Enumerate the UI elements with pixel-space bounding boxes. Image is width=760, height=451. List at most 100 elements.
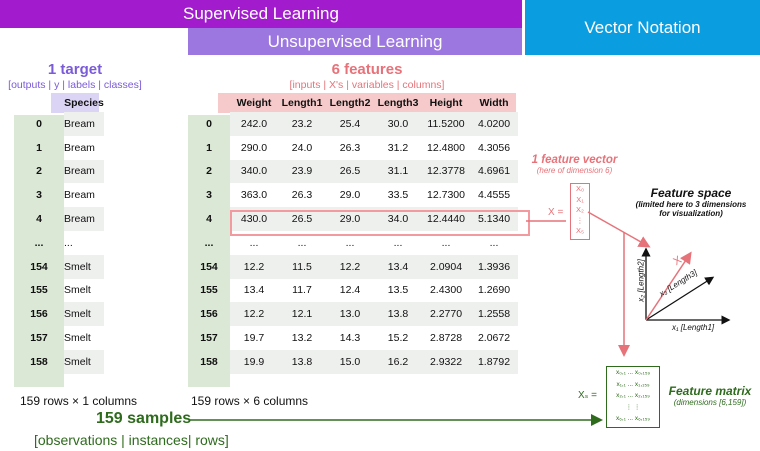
feature-vector-heading: 1 feature vector (here of dimension 6) <box>522 154 627 175</box>
species-cell: Bream <box>64 189 95 202</box>
feature-cell: 30.0 <box>374 112 422 136</box>
target-heading: 1 target [outputs | y | labels | classes… <box>0 61 150 91</box>
feature-column-header: Length2 <box>329 97 371 109</box>
row-index: 154 <box>30 260 48 273</box>
target-row: 4 Bream <box>14 207 104 231</box>
species-cell: Bream <box>64 112 104 136</box>
target-subtitle: [outputs | y | labels | classes] <box>8 79 142 91</box>
row-index: 3 <box>36 189 42 202</box>
feature-cell: 15.2 <box>387 332 409 345</box>
species-column-header: Species <box>64 97 104 109</box>
feature-vector-highlight <box>230 210 530 236</box>
feature-row: 158 19.9 13.8 15.0 16.2 2.9322 1.8792 <box>188 349 518 374</box>
row-index: 1 <box>36 141 42 154</box>
feature-cell: ... <box>297 236 307 249</box>
feature-cell: 23.2 <box>278 112 326 136</box>
target-index-stripe <box>14 115 64 387</box>
feature-space-subtitle-2: for visualization) <box>659 209 723 218</box>
feature-row: 155 13.4 11.7 12.4 13.5 2.4300 1.2690 <box>188 279 518 303</box>
feature-cell: 2.2770 <box>422 302 470 327</box>
row-index: 154 <box>200 260 218 273</box>
feature-vector-lhs: X = <box>548 207 564 218</box>
feature-cell: 13.2 <box>291 332 313 345</box>
axis-z <box>645 276 715 321</box>
target-row: 3 Bream <box>14 183 104 207</box>
feature-cell: 12.7300 <box>427 189 465 202</box>
feature-column-header: Height <box>429 97 463 109</box>
feature-cell: ... <box>489 236 499 249</box>
feature-space-title: Feature space <box>650 186 732 200</box>
target-row: 156 Smelt <box>14 302 104 327</box>
feature-cell: 242.0 <box>230 112 278 136</box>
target-row: 157 Smelt <box>14 326 104 350</box>
feature-cell: 13.8 <box>278 349 326 374</box>
vector-notation-banner: Vector Notation <box>525 0 760 55</box>
feature-vector-entry: ⋮ <box>576 215 584 225</box>
axis-x-label: x₁ [Length1] <box>672 323 715 332</box>
species-cell: Smelt <box>64 302 104 327</box>
feature-column-header: Length3 <box>377 97 419 109</box>
feature-cell: 29.0 <box>326 207 374 231</box>
unsupervised-learning-banner: Unsupervised Learning <box>188 28 522 55</box>
row-index: 157 <box>200 332 218 345</box>
feature-cell: 4.6961 <box>470 159 518 184</box>
feature-space-subtitle-1: (limited here to 3 dimensions <box>635 200 747 209</box>
features-title: 6 features <box>331 61 403 78</box>
feature-cell: 11.7 <box>292 284 312 297</box>
feature-cell: ... <box>345 236 355 249</box>
feature-cell: 19.7 <box>243 332 265 345</box>
feature-cell: 2.8728 <box>429 332 463 345</box>
feature-cell: 1.3936 <box>470 254 518 279</box>
row-index: ... <box>204 236 214 249</box>
features-index-stripe <box>188 115 230 387</box>
species-cell: ... <box>64 236 73 249</box>
feature-cell: 16.2 <box>374 349 422 374</box>
row-index: 156 <box>30 308 48 321</box>
feature-cell: 4.3056 <box>477 141 511 154</box>
feature-cell: ... <box>393 236 403 249</box>
feature-cell: 12.3778 <box>422 159 470 184</box>
feature-space-axes <box>641 247 731 325</box>
target-title: 1 target <box>47 61 103 78</box>
target-row: 1 Bream <box>14 136 104 160</box>
features-subtitle: [inputs | X's | variables | columns] <box>289 79 445 91</box>
feature-row: 157 19.7 13.2 14.3 15.2 2.8728 2.0672 <box>188 326 518 350</box>
feature-vector-entry: X₂ <box>576 205 584 214</box>
feature-cell: 31.2 <box>387 141 409 154</box>
target-table: Species 0 Bream 1 Bream 2 Bream 3 Bream 4 Bream..… <box>14 94 104 374</box>
feature-cell: 2.9322 <box>422 349 470 374</box>
feature-cell: 363.0 <box>240 189 268 202</box>
row-index: 158 <box>200 355 218 368</box>
feature-column-header: Width <box>479 97 509 109</box>
feature-cell: 12.2 <box>326 254 374 279</box>
feature-cell: 11.5 <box>278 254 326 279</box>
species-cell: Smelt <box>64 332 91 345</box>
feature-space-heading: Feature space (limited here to 3 dimensi… <box>624 186 758 218</box>
supervised-learning-banner: Supervised Learning <box>0 0 522 28</box>
features-heading: 6 features [inputs | X's | variables | c… <box>218 61 516 91</box>
feature-cell: ... <box>441 236 451 249</box>
vector-to-space-arrow <box>587 211 651 248</box>
feature-cell: 1.2690 <box>477 284 511 297</box>
feature-cell: 13.8 <box>374 302 422 327</box>
feature-cell: 23.9 <box>278 159 326 184</box>
row-index: 1 <box>206 141 212 154</box>
feature-cell: 31.1 <box>374 159 422 184</box>
feature-cell: 13.5 <box>387 284 409 297</box>
row-index: 156 <box>200 308 218 321</box>
row-index: 2 <box>206 165 212 178</box>
species-cell: Bream <box>64 159 104 184</box>
feature-cell: 430.0 <box>230 207 278 231</box>
feature-cell: 12.4 <box>339 284 361 297</box>
feature-row: ..................... <box>188 231 518 255</box>
feature-cell: ... <box>249 236 259 249</box>
feature-cell: 12.4800 <box>427 141 465 154</box>
feature-row: 154 12.2 11.5 12.2 13.4 2.0904 1.3936 <box>188 254 518 279</box>
target-row: 155 Smelt <box>14 279 104 303</box>
species-cell: Smelt <box>64 284 91 297</box>
feature-vector-entry: X₅ <box>575 226 585 235</box>
samples-subtitle: [observations | instances| rows] <box>34 432 229 448</box>
feature-row: 4 430.0 26.5 29.0 34.0 12.4440 5.1340 <box>188 207 518 231</box>
feature-cell: 15.0 <box>326 349 374 374</box>
feature-matrix-title: Feature matrix <box>668 384 752 398</box>
